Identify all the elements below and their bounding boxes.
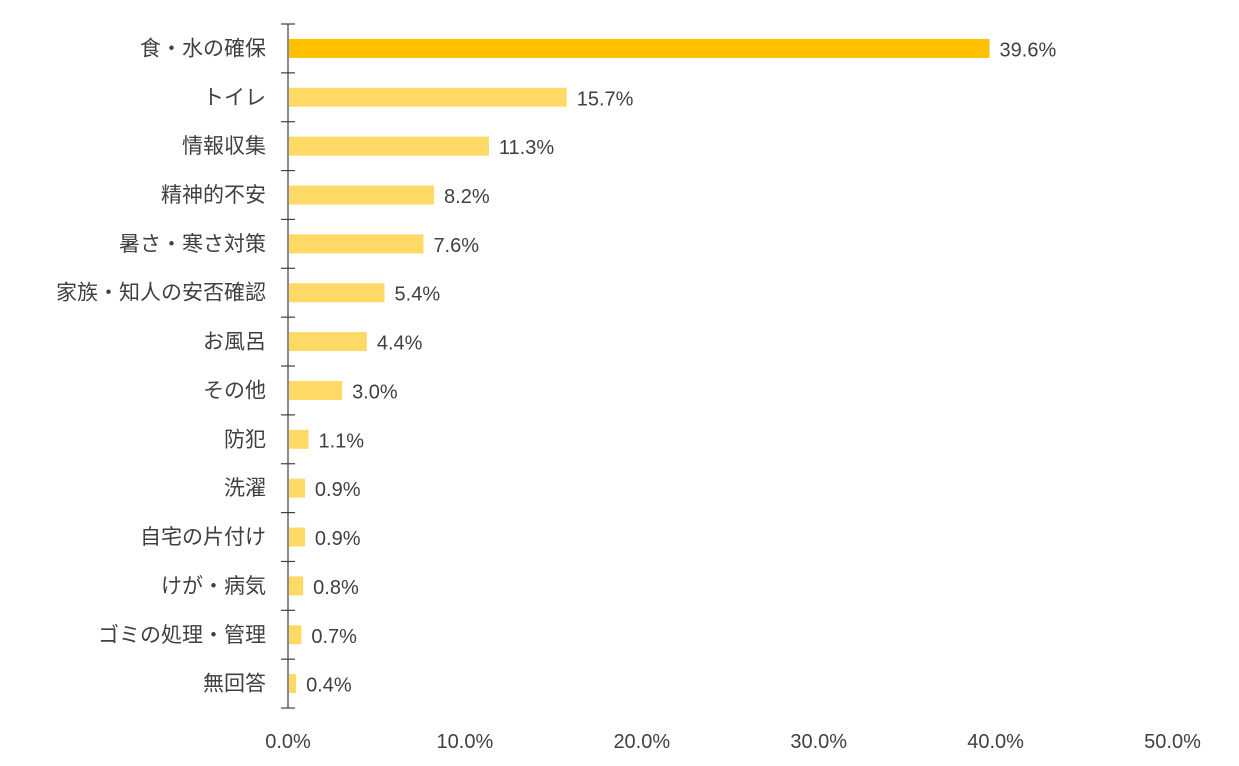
value-label: 1.1% (318, 430, 364, 452)
value-label: 0.8% (313, 577, 359, 599)
bar (289, 332, 367, 352)
category-label: 無回答 (203, 672, 266, 696)
bar (289, 38, 990, 58)
bar (289, 527, 305, 547)
bar (289, 674, 297, 694)
x-tick-label: 0.0% (265, 731, 311, 753)
bar (289, 625, 302, 645)
category-label: 防犯 (224, 427, 266, 451)
bar (289, 234, 424, 254)
value-label: 3.0% (352, 381, 398, 403)
bar (289, 478, 305, 498)
category-label: 自宅の片付け (140, 525, 266, 549)
category-label: 洗濯 (224, 476, 266, 500)
value-label: 0.7% (311, 626, 357, 648)
x-tick-label: 50.0% (1144, 731, 1201, 753)
category-label: ゴミの処理・管理 (98, 623, 266, 647)
bar (289, 136, 489, 156)
category-label: トイレ (203, 85, 266, 109)
value-label: 0.9% (315, 528, 361, 550)
value-labels: 39.6% 15.7% 11.3% 8.2% 7.6% 5.4% 4.4% 3.0% 1.1% 0… (306, 39, 1056, 696)
category-label: 食・水の確保 (140, 36, 266, 60)
bar (289, 87, 567, 107)
bar (289, 380, 343, 400)
bar (289, 576, 304, 596)
value-label: 5.4% (395, 284, 441, 306)
value-label: 11.3% (499, 137, 554, 159)
value-label: 39.6% (1000, 39, 1057, 61)
value-label: 0.9% (315, 479, 361, 501)
category-label: 暑さ・寒さ対策 (119, 232, 266, 256)
category-label: 情報収集 (182, 134, 266, 158)
category-label: お風呂 (203, 330, 266, 354)
value-label: 15.7% (577, 88, 634, 110)
y-axis (281, 23, 295, 709)
bars-group (289, 38, 990, 694)
x-tick-label: 40.0% (967, 731, 1024, 753)
value-label: 7.6% (433, 235, 479, 257)
x-tick-label: 10.0% (437, 731, 494, 753)
value-label: 0.4% (306, 675, 352, 697)
bar (289, 283, 385, 303)
bar (289, 429, 309, 449)
value-label: 4.4% (377, 333, 423, 355)
category-label: けが・病気 (161, 574, 266, 598)
category-label: 精神的不安 (161, 183, 266, 207)
x-axis-ticks: 0.0% 10.0% 20.0% 30.0% 40.0% 50.0% (265, 731, 1201, 753)
x-tick-label: 30.0% (790, 731, 847, 753)
bar (289, 185, 435, 205)
x-tick-label: 20.0% (613, 731, 670, 753)
category-labels: 食・水の確保トイレ情報収集精神的不安暑さ・寒さ対策家族・知人の安否確認お風呂その… (56, 36, 266, 695)
category-label: 家族・知人の安否確認 (56, 281, 266, 305)
category-label: その他 (203, 378, 266, 402)
value-label: 8.2% (444, 186, 490, 208)
